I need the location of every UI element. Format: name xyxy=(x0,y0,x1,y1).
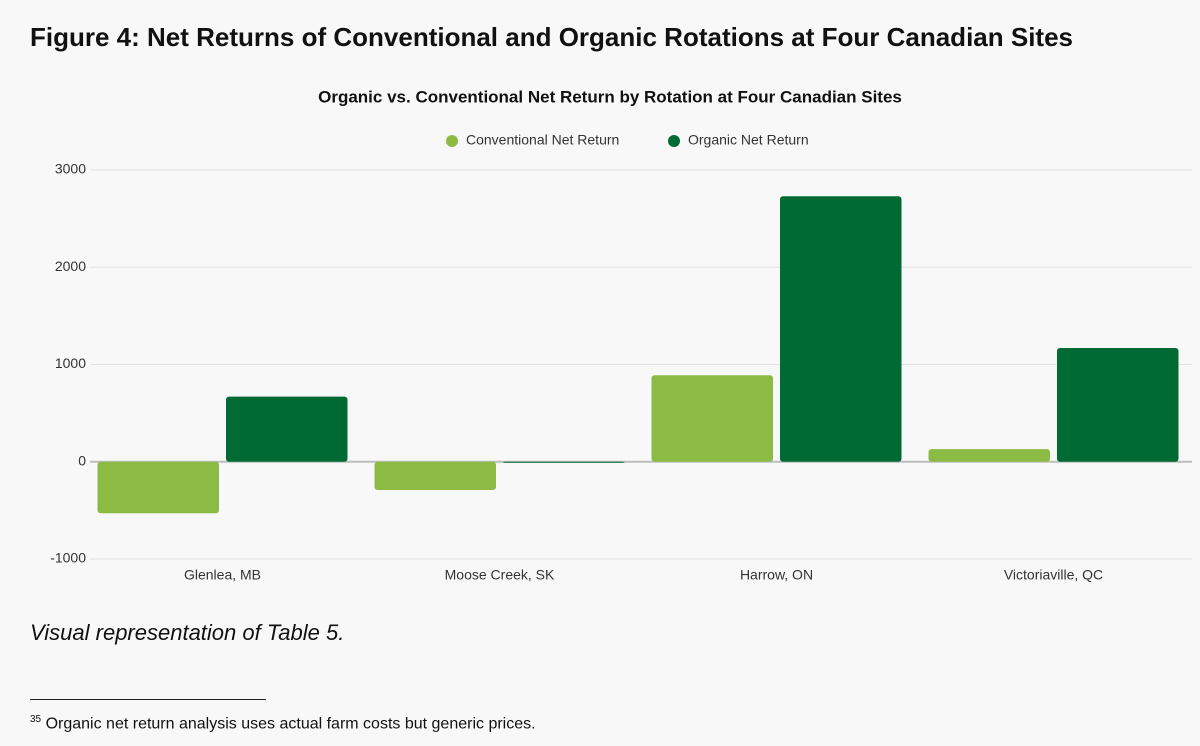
y-tick-label: 0 xyxy=(78,452,86,468)
x-tick-label: Victoriaville, QC xyxy=(1004,567,1103,583)
x-tick-label: Moose Creek, SK xyxy=(445,567,555,583)
bar xyxy=(928,449,1050,462)
caption: Visual representation of Table 5. xyxy=(30,620,345,645)
y-tick-label: 3000 xyxy=(55,161,86,177)
figure-title: Figure 4: Net Returns of Conventional an… xyxy=(30,22,1073,52)
bar xyxy=(226,396,348,462)
bar xyxy=(503,461,625,463)
bar xyxy=(374,461,496,490)
bar xyxy=(651,375,773,462)
bar xyxy=(780,196,902,462)
y-tick-label: 1000 xyxy=(55,355,86,371)
chart: Organic vs. Conventional Net Return by R… xyxy=(50,87,1192,583)
y-tick-label: 2000 xyxy=(55,258,86,274)
bar xyxy=(1057,347,1179,462)
footnote-rule xyxy=(30,699,266,700)
footnote-marker: 35 xyxy=(30,714,42,725)
chart-title: Organic vs. Conventional Net Return by R… xyxy=(318,87,902,106)
x-tick-label: Harrow, ON xyxy=(740,567,813,583)
legend-marker xyxy=(446,135,458,147)
x-tick-label: Glenlea, MB xyxy=(184,567,261,583)
legend-label: Organic Net Return xyxy=(688,132,809,148)
legend-marker xyxy=(668,135,680,147)
legend-label: Conventional Net Return xyxy=(466,132,619,148)
footnote: 35 Organic net return analysis uses actu… xyxy=(30,714,536,733)
y-tick-label: -1000 xyxy=(50,550,86,566)
bar xyxy=(97,461,219,514)
footnote-text: Organic net return analysis uses actual … xyxy=(45,715,536,733)
